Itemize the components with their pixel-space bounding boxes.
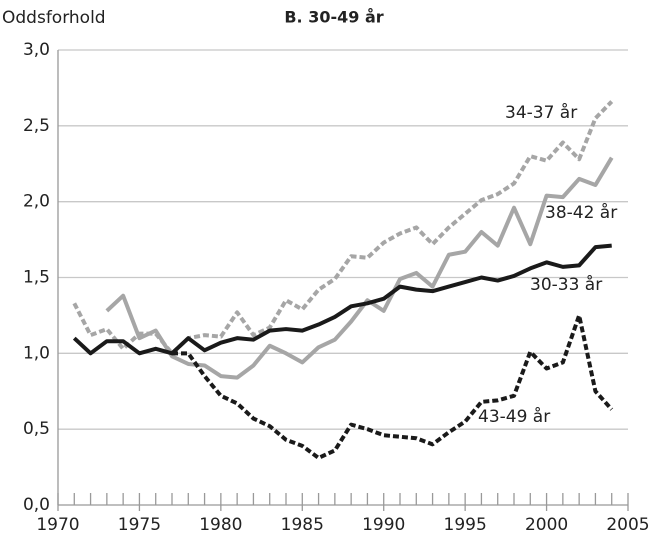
y-tick-label: 3,0 — [23, 40, 50, 60]
x-tick-label: 1985 — [281, 515, 324, 535]
series-line — [72, 100, 614, 356]
x-tick-label: 2005 — [606, 515, 649, 535]
x-tick-label: 1970 — [36, 515, 79, 535]
series-line — [72, 243, 612, 356]
y-tick-label: 1,0 — [23, 343, 50, 363]
series-label: 30-33 år — [530, 274, 602, 295]
series-label: 34-37 år — [505, 102, 577, 123]
series-label: 38-42 år — [545, 202, 617, 223]
y-tick-label: 0,5 — [23, 419, 50, 439]
x-tick-label: 2000 — [525, 515, 568, 535]
y-tick-label: 1,5 — [23, 268, 50, 288]
y-tick-label: 0,0 — [23, 495, 50, 515]
series-label: 43-49 år — [478, 406, 550, 427]
chart-title: B. 30-49 år — [284, 8, 383, 27]
y-tick-label: 2,0 — [23, 192, 50, 212]
x-tick-label: 1980 — [199, 515, 242, 535]
x-tick-label: 1975 — [118, 515, 161, 535]
y-axis-label: Oddsforhold — [2, 8, 106, 28]
x-tick-label: 1995 — [444, 515, 487, 535]
series-line — [105, 156, 614, 380]
y-tick-label: 2,5 — [23, 116, 50, 136]
x-tick-label: 1990 — [362, 515, 405, 535]
